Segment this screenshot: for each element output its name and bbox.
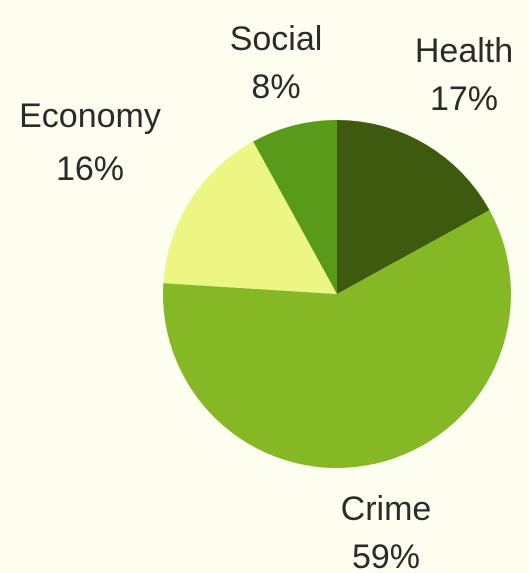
pie-slice-economy — [163, 141, 337, 294]
slice-label-health: Health — [415, 32, 513, 70]
slice-value-economy: 16% — [56, 150, 124, 188]
slice-value-social: 8% — [251, 68, 300, 106]
slice-value-health: 17% — [430, 80, 498, 118]
pie-slice-health — [337, 120, 490, 294]
pie-slices — [163, 120, 512, 469]
pie-slice-crime — [163, 210, 512, 469]
pie-labels: Health 17% Crime 59% Economy 16% Social 8% — [19, 20, 513, 573]
pie-slice-social — [253, 120, 337, 294]
slice-value-crime: 59% — [352, 538, 420, 573]
slice-label-economy: Economy — [19, 97, 161, 135]
slice-label-social: Social — [230, 20, 323, 58]
slice-label-crime: Crime — [341, 490, 432, 528]
